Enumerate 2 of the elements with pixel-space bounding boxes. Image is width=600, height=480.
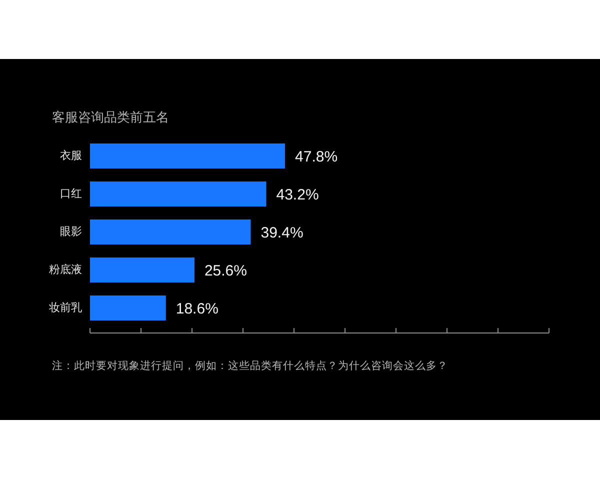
annotation: 注：此时要对现象进行提问，例如：这些品类有什么特点？为什么咨询会这么多？ [52, 360, 448, 372]
title: 客服咨询品类前五名 [52, 110, 169, 124]
